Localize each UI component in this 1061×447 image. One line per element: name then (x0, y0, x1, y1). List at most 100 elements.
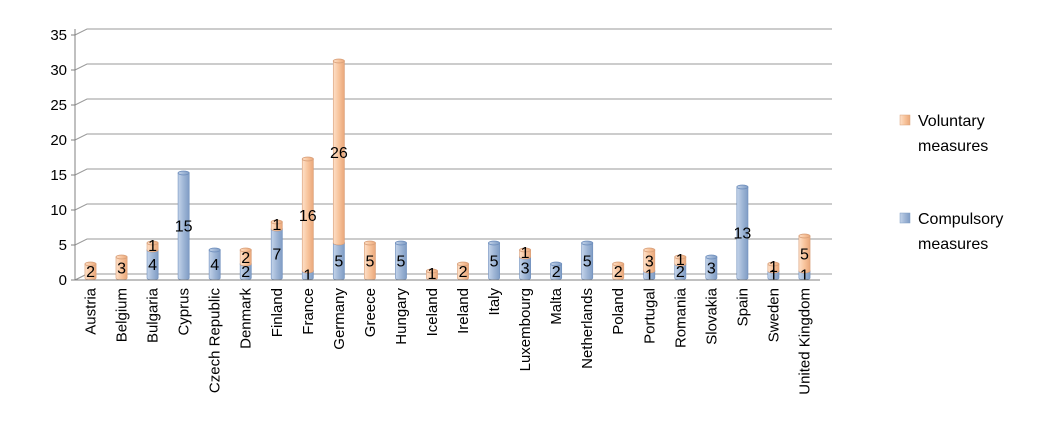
category-label: Luxembourg (517, 288, 534, 371)
data-label-voluntary: 1 (148, 238, 157, 255)
bar-voluntary-top (798, 233, 811, 239)
bar-voluntary-top (363, 240, 376, 246)
category-label: Portugal (641, 288, 658, 344)
gridline (74, 203, 832, 211)
y-tick-label: 5 (59, 237, 67, 254)
bar-voluntary-top (146, 240, 159, 246)
bar-voluntary (767, 261, 780, 274)
bar-compulsory (736, 184, 749, 281)
bar-compulsory (550, 261, 563, 281)
gridline (74, 168, 832, 176)
y-tick-label: 20 (50, 132, 67, 149)
data-label-compulsory: 15 (175, 219, 193, 236)
x-axis: Austria Belgium Bulgaria Cyprus Czech Republ… (75, 279, 820, 395)
bar-voluntary (239, 247, 252, 267)
bar-voluntary-top (301, 156, 314, 162)
y-tick-label: 35 (50, 27, 67, 44)
data-label-compulsory: 1 (645, 268, 654, 285)
bar-compulsory-top (488, 240, 501, 246)
data-label-voluntary: 1 (428, 266, 437, 283)
data-label-voluntary: 1 (272, 217, 281, 234)
category-label: Netherlands (579, 288, 596, 369)
gridline (74, 63, 832, 71)
data-label-voluntary: 1 (521, 245, 530, 262)
legend-label-compulsory-2: measures (918, 236, 988, 253)
bar-voluntary-body (767, 263, 780, 274)
data-label-compulsory: 5 (583, 254, 592, 271)
bar-voluntary-top (332, 58, 345, 64)
bar-voluntary-top (612, 261, 625, 267)
legend-label-compulsory: Compulsory (918, 211, 1003, 228)
bar-voluntary-body (301, 158, 314, 274)
gridlines (74, 28, 832, 281)
bar-compulsory (581, 240, 594, 281)
bar-compulsory-top (394, 240, 407, 246)
bar-voluntary-body (146, 242, 159, 253)
category-label: Poland (610, 288, 627, 335)
bar-compulsory (208, 247, 221, 281)
data-label-compulsory: 5 (334, 254, 343, 271)
bar-compulsory (705, 254, 718, 281)
legend-label-voluntary: Voluntary (918, 113, 985, 130)
category-label: Germany (331, 288, 348, 350)
category-label: United Kingdom (796, 288, 813, 395)
data-label-voluntary: 2 (614, 264, 623, 281)
data-label-compulsory: 1 (769, 268, 778, 285)
y-axis: 0 5 10 15 20 25 30 35 (50, 27, 76, 289)
bar-voluntary-top (643, 247, 656, 253)
bar-voluntary-body (798, 235, 811, 274)
bar-compulsory-top (736, 184, 749, 190)
bar-compulsory-top (177, 170, 190, 176)
bar-compulsory (488, 240, 501, 281)
legend-label-voluntary-2: measures (918, 138, 988, 155)
bar-voluntary (363, 240, 376, 281)
bar-voluntary-body (643, 249, 656, 274)
bar-voluntary-top (519, 247, 532, 253)
data-label-compulsory: 1 (800, 268, 809, 285)
gridline (74, 238, 832, 246)
data-label-compulsory: 7 (272, 247, 281, 264)
data-label-compulsory: 13 (733, 226, 751, 243)
data-label-compulsory: 3 (521, 261, 530, 278)
data-label-voluntary: 3 (645, 254, 654, 271)
bar-voluntary-top (84, 261, 97, 267)
bar-voluntary-body (332, 60, 345, 246)
legend-swatch-compulsory (899, 212, 911, 224)
category-label: Austria (83, 287, 100, 334)
data-label-voluntary: 1 (676, 252, 685, 269)
bar-voluntary-body (519, 249, 531, 260)
legend: Voluntary measures Compulsory measures (899, 113, 1003, 253)
data-label-compulsory: 3 (707, 261, 716, 278)
y-tick-label: 15 (50, 167, 67, 184)
gridline (74, 98, 832, 106)
data-label-voluntary: 2 (459, 264, 468, 281)
bar-voluntary-top (457, 261, 470, 267)
category-label: Sweden (765, 288, 782, 342)
category-label: Denmark (238, 288, 255, 349)
category-label: Spain (734, 288, 751, 326)
bars (84, 58, 811, 281)
bar-voluntary (612, 261, 625, 281)
y-tick-label: 25 (50, 97, 67, 114)
category-label: Greece (362, 288, 379, 337)
bar-voluntary (332, 58, 345, 246)
bar-voluntary (674, 254, 687, 267)
category-label: Belgium (114, 288, 131, 342)
category-label: Malta (548, 287, 565, 324)
bar-voluntary-body (239, 249, 252, 267)
bar-voluntary-body (674, 256, 687, 267)
bar-compulsory-top (550, 261, 563, 267)
y-tick-label: 10 (50, 202, 67, 219)
bar-voluntary-top (674, 254, 687, 260)
category-label: Iceland (424, 288, 441, 336)
data-label-compulsory: 2 (552, 264, 561, 281)
data-label-voluntary: 2 (241, 250, 250, 267)
bar-voluntary (457, 261, 470, 281)
bar-compulsory-top (581, 240, 594, 246)
bar-voluntary (115, 254, 128, 281)
data-label-compulsory: 5 (490, 254, 499, 271)
y-tick-label: 30 (50, 62, 67, 79)
category-label: Romania (672, 287, 689, 348)
